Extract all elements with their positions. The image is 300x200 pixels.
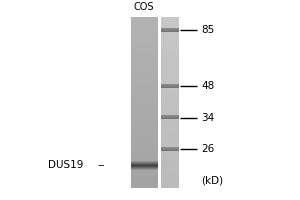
Text: DUS19: DUS19 (48, 160, 84, 170)
Text: 85: 85 (201, 25, 214, 35)
Text: --: -- (98, 160, 105, 170)
Text: 34: 34 (201, 113, 214, 123)
Text: 48: 48 (201, 81, 214, 91)
Text: 26: 26 (201, 144, 214, 154)
Text: COS: COS (134, 2, 154, 12)
Text: (kD): (kD) (201, 175, 223, 185)
